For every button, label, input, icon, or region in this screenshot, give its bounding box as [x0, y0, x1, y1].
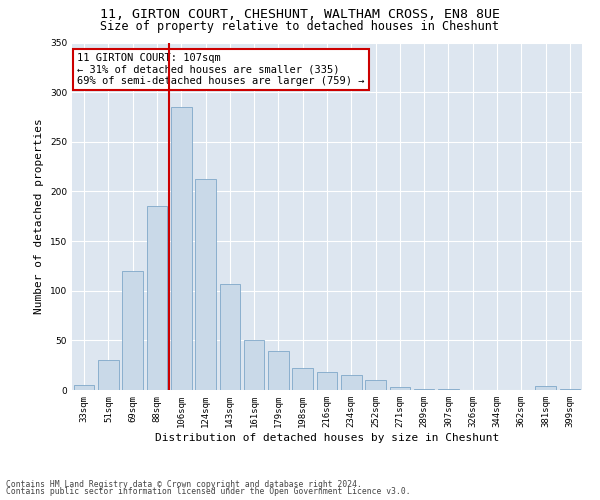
- Text: Contains public sector information licensed under the Open Government Licence v3: Contains public sector information licen…: [6, 487, 410, 496]
- Bar: [365, 380, 386, 390]
- Bar: [414, 389, 434, 390]
- Bar: [438, 389, 459, 390]
- Bar: [292, 368, 313, 390]
- Text: Size of property relative to detached houses in Cheshunt: Size of property relative to detached ho…: [101, 20, 499, 33]
- Bar: [98, 360, 119, 390]
- Bar: [341, 375, 362, 390]
- Bar: [268, 352, 289, 390]
- Y-axis label: Number of detached properties: Number of detached properties: [34, 118, 44, 314]
- Text: 11, GIRTON COURT, CHESHUNT, WALTHAM CROSS, EN8 8UE: 11, GIRTON COURT, CHESHUNT, WALTHAM CROS…: [100, 8, 500, 20]
- Bar: [244, 340, 265, 390]
- Bar: [171, 107, 191, 390]
- Text: 11 GIRTON COURT: 107sqm
← 31% of detached houses are smaller (335)
69% of semi-d: 11 GIRTON COURT: 107sqm ← 31% of detache…: [77, 53, 365, 86]
- Bar: [74, 385, 94, 390]
- Bar: [220, 284, 240, 390]
- Bar: [146, 206, 167, 390]
- Text: Contains HM Land Registry data © Crown copyright and database right 2024.: Contains HM Land Registry data © Crown c…: [6, 480, 362, 489]
- Bar: [122, 271, 143, 390]
- X-axis label: Distribution of detached houses by size in Cheshunt: Distribution of detached houses by size …: [155, 432, 499, 442]
- Bar: [560, 389, 580, 390]
- Bar: [317, 372, 337, 390]
- Bar: [535, 386, 556, 390]
- Bar: [389, 387, 410, 390]
- Bar: [195, 178, 216, 390]
